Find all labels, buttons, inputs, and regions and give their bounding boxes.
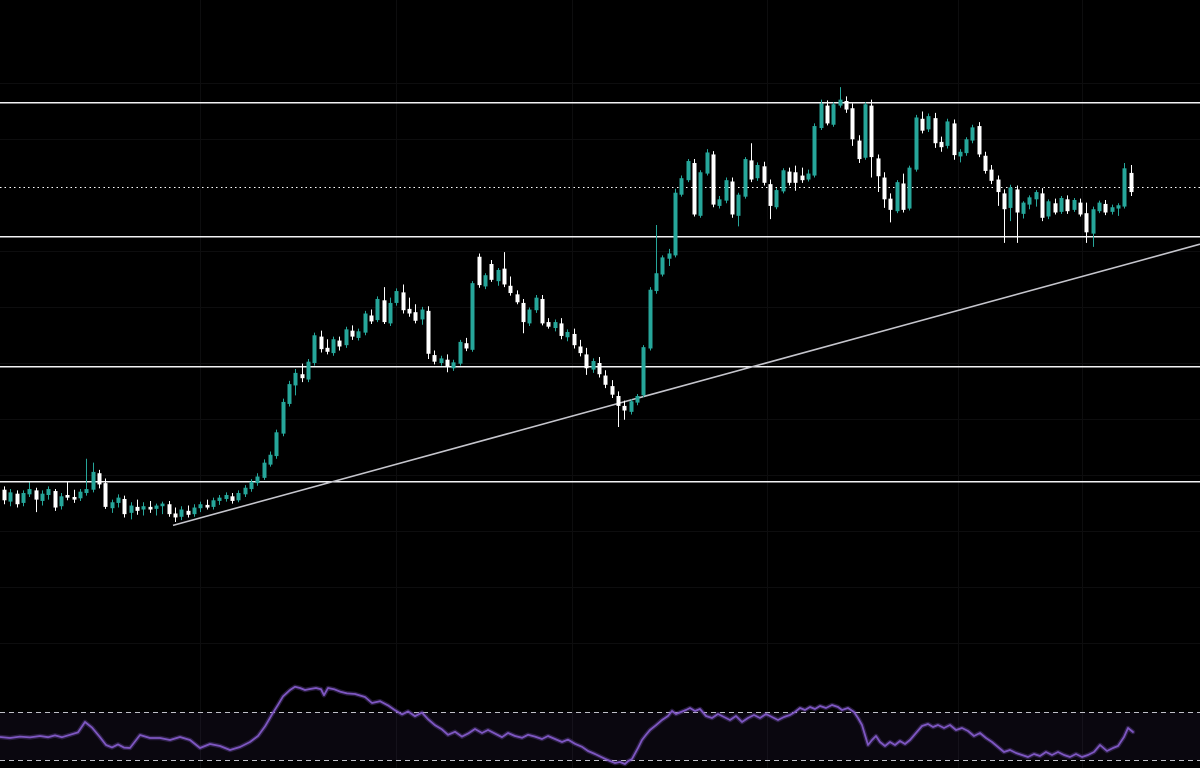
- oscillator-line: [0, 684, 1136, 767]
- oscillator-band-lines: [0, 712, 1200, 761]
- candlestick-series: [2, 87, 1134, 523]
- trendline: [172, 243, 1200, 527]
- oscillator-band-fill: [0, 712, 1200, 760]
